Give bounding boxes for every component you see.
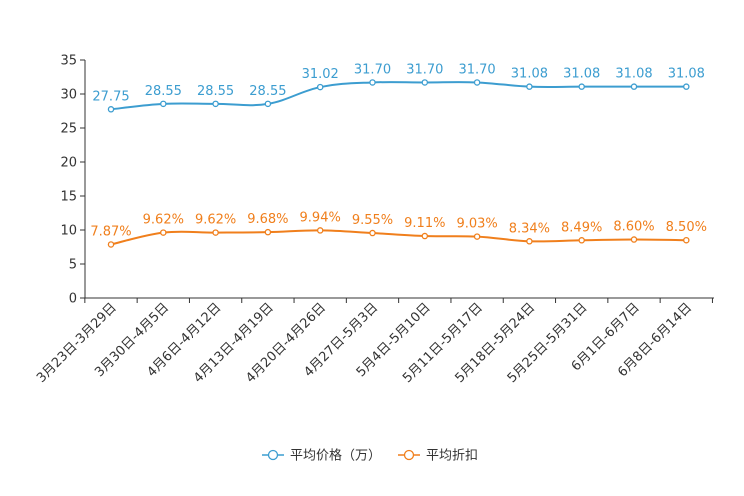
data-label: 9.68%	[247, 212, 288, 227]
data-label: 9.62%	[195, 213, 236, 228]
data-label: 27.75	[92, 89, 129, 104]
data-label: 9.94%	[300, 210, 341, 225]
series-line	[110, 229, 687, 246]
series-1: 7.87% 9.62% 9.62% 9.68% 9.94% 9.55% 9.11% 9.03%…	[90, 210, 707, 248]
data-point[interactable]	[630, 236, 638, 243]
y-tick-label: 0	[69, 292, 77, 307]
data-point[interactable]	[369, 79, 376, 86]
data-label: 28.55	[249, 84, 286, 99]
data-label: 9.11%	[404, 216, 445, 231]
data-label: 31.70	[458, 62, 495, 77]
data-label: 9.03%	[456, 217, 497, 232]
data-label: 7.87%	[90, 224, 131, 239]
legend-item-0[interactable]: 平均价格（万）	[262, 448, 381, 464]
y-axis: 0 5 10 15 20 25 30 35	[60, 54, 86, 307]
data-point[interactable]	[526, 83, 533, 90]
data-point[interactable]	[160, 229, 167, 236]
legend[interactable]: 平均价格（万） 平均折扣	[262, 448, 478, 464]
data-label: 8.34%	[509, 221, 550, 236]
data-point[interactable]	[212, 100, 219, 108]
data-label: 8.50%	[666, 220, 707, 235]
y-tick-label: 20	[60, 156, 77, 171]
data-point[interactable]	[630, 83, 638, 90]
data-point[interactable]	[526, 238, 533, 245]
data-point[interactable]	[316, 227, 324, 234]
data-point[interactable]	[369, 229, 376, 237]
data-point[interactable]	[683, 83, 690, 90]
data-label: 28.55	[197, 84, 234, 99]
data-label: 8.49%	[561, 220, 602, 235]
data-point[interactable]	[578, 237, 585, 244]
y-tick-label: 10	[60, 224, 77, 239]
legend-label: 平均折扣	[426, 449, 478, 464]
data-label: 9.62%	[143, 213, 184, 228]
data-point[interactable]	[473, 233, 481, 240]
data-point[interactable]	[578, 83, 585, 90]
data-point[interactable]	[212, 229, 219, 236]
data-label: 9.55%	[352, 213, 393, 228]
data-point[interactable]	[683, 236, 690, 244]
data-label: 31.08	[563, 67, 600, 82]
x-axis: 3月23日-3月29日3月30日-4月5日4月6日-4月12日4月13日-4月1…	[34, 297, 714, 386]
series-0: 27.75 28.55 28.55 28.55 31.02 31.70 31.70 31.70…	[92, 62, 705, 113]
data-label: 8.60%	[613, 220, 654, 235]
y-tick-label: 35	[60, 54, 77, 69]
data-label: 31.02	[302, 67, 339, 82]
legend-marker-icon	[403, 449, 415, 461]
series-layer: 27.75 28.55 28.55 28.55 31.02 31.70 31.70 31.70…	[90, 62, 707, 248]
data-label: 31.70	[406, 62, 443, 77]
data-point[interactable]	[421, 232, 429, 240]
data-point[interactable]	[264, 100, 272, 108]
data-label: 28.55	[145, 84, 182, 99]
data-point[interactable]	[473, 79, 481, 86]
data-point[interactable]	[160, 100, 167, 108]
data-label: 31.08	[668, 67, 705, 82]
data-point[interactable]	[107, 241, 115, 248]
data-label: 31.08	[615, 67, 652, 82]
y-tick-label: 25	[60, 122, 77, 137]
y-tick-label: 15	[60, 190, 77, 205]
legend-item-1[interactable]: 平均折扣	[398, 449, 478, 464]
data-label: 31.70	[354, 62, 391, 77]
legend-label: 平均价格（万）	[290, 448, 381, 464]
data-label: 31.08	[511, 67, 548, 82]
data-point[interactable]	[107, 106, 115, 113]
data-point[interactable]	[316, 83, 324, 91]
legend-marker-icon	[267, 449, 279, 461]
y-tick-label: 5	[69, 258, 77, 273]
data-point[interactable]	[421, 79, 429, 86]
series-line	[110, 81, 687, 111]
data-point[interactable]	[264, 228, 272, 236]
y-tick-label: 30	[60, 88, 77, 103]
